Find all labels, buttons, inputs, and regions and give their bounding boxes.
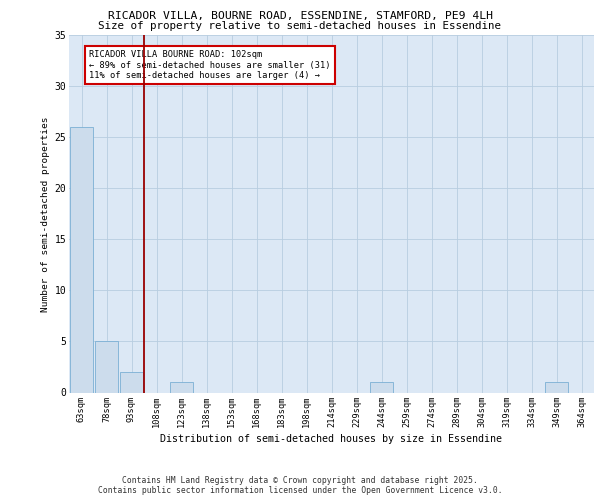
Bar (170, 382, 193, 392)
Text: RICADOR VILLA, BOURNE ROAD, ESSENDINE, STAMFORD, PE9 4LH: RICADOR VILLA, BOURNE ROAD, ESSENDINE, S… (107, 11, 493, 21)
Bar (120, 372, 143, 392)
X-axis label: Distribution of semi-detached houses by size in Essendine: Distribution of semi-detached houses by … (161, 434, 503, 444)
Text: Contains HM Land Registry data © Crown copyright and database right 2025.
Contai: Contains HM Land Registry data © Crown c… (98, 476, 502, 495)
Text: Size of property relative to semi-detached houses in Essendine: Size of property relative to semi-detach… (98, 21, 502, 31)
Bar (70, 127, 93, 392)
Bar (545, 382, 568, 392)
Bar (370, 382, 393, 392)
Y-axis label: Number of semi-detached properties: Number of semi-detached properties (41, 116, 50, 312)
Text: RICADOR VILLA BOURNE ROAD: 102sqm
← 89% of semi-detached houses are smaller (31): RICADOR VILLA BOURNE ROAD: 102sqm ← 89% … (89, 50, 331, 80)
Bar (95, 342, 118, 392)
